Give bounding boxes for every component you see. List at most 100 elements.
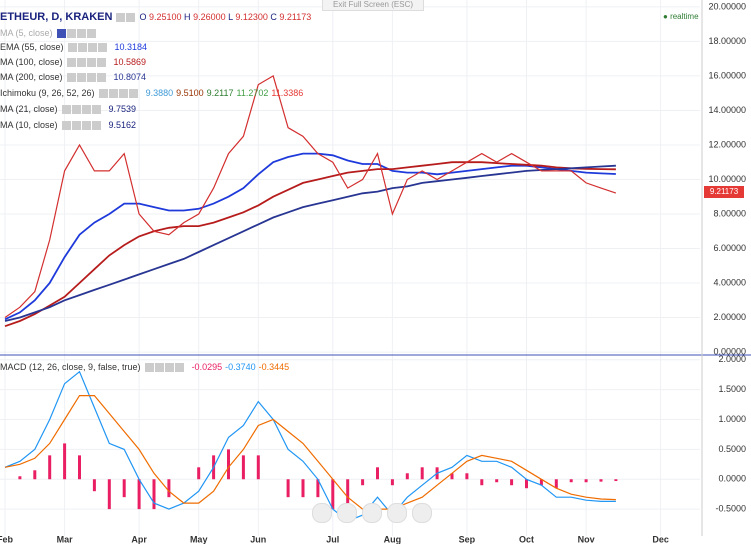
histogram-bar — [63, 443, 67, 480]
histogram-bar — [48, 455, 52, 480]
ohlc-key: C — [270, 12, 277, 22]
legend-row[interactable]: MA (21, close) 9.7539 — [0, 102, 136, 116]
buttons[interactable] — [61, 120, 101, 130]
symbol: ETHEUR, D, KRAKEN — [0, 11, 113, 23]
legend-value: -0.3740 — [225, 362, 256, 372]
ohlc-key: L — [228, 12, 233, 22]
nav-button[interactable] — [387, 503, 407, 523]
ohlc: O 9.25100 H 9.26000 L 9.12300 C 9.21173 — [139, 12, 311, 22]
histogram-bar — [450, 473, 454, 480]
y-tick-label: -0.5000 — [715, 503, 746, 513]
ma-line — [4, 152, 616, 321]
legend-row[interactable]: Ichimoku (9, 26, 52, 26) 9.3880 9.5100 9.21… — [0, 86, 306, 100]
buttons[interactable] — [66, 72, 106, 82]
header: ETHEUR, D, KRAKEN O 9.25100 H 9.26000 L … — [0, 10, 311, 24]
y-tick-label: 1.0000 — [718, 414, 746, 424]
y-tick-label: 2.00000 — [713, 312, 746, 322]
buttons[interactable] — [61, 104, 101, 114]
histogram-bar — [167, 479, 171, 498]
histogram-bar — [107, 479, 111, 510]
x-tick-label: May — [190, 534, 208, 544]
y-tick-label: 0.5000 — [718, 444, 746, 454]
macd-line — [4, 395, 616, 510]
realtime-label: realtime — [670, 12, 699, 21]
nav-buttons — [312, 503, 432, 523]
nav-button[interactable] — [337, 503, 357, 523]
legend-row[interactable]: MA (10, close) 9.5162 — [0, 118, 136, 132]
legend-value: 10.3184 — [114, 42, 148, 52]
histogram-bar — [510, 479, 514, 486]
y-tick-label: 10.00000 — [708, 174, 746, 184]
y-tick-label: 4.00000 — [713, 277, 746, 287]
buttons[interactable] — [67, 42, 107, 52]
legend-value: 9.2117 — [206, 88, 234, 98]
buttons[interactable] — [98, 88, 138, 98]
histogram-bar — [584, 479, 588, 483]
legend-name: MA (200, close) — [0, 72, 63, 82]
histogram-bar — [316, 479, 320, 498]
legend-row[interactable]: MACD (12, 26, close, 9, false, true) -0.0… — [0, 360, 292, 374]
legend-value: 9.3880 — [145, 88, 174, 98]
legend-name: MA (5, close) — [0, 28, 53, 38]
histogram-bar — [465, 473, 469, 480]
histogram-bar — [361, 479, 365, 486]
histogram-bar — [480, 479, 484, 486]
histogram-bar — [405, 473, 409, 480]
histogram-bar — [92, 479, 96, 492]
histogram-bar — [152, 479, 156, 510]
last-price: 9.21173 — [704, 186, 744, 198]
histogram-bar — [256, 455, 260, 480]
price-line — [4, 74, 617, 318]
ohlc-value: 9.25100 — [148, 12, 182, 22]
legend-value: -0.0295 — [191, 362, 223, 372]
legend-name: Ichimoku (9, 26, 52, 26) — [0, 88, 95, 98]
legend-row[interactable]: MA (200, close) 10.8074 — [0, 70, 146, 84]
x-tick-label: Jul — [326, 534, 339, 544]
y-tick-label: 12.00000 — [708, 139, 746, 149]
legend-values: 9.3880 9.5100 9.2117 11.2702 11.3386 — [146, 88, 307, 98]
buttons[interactable] — [66, 57, 106, 67]
buttons[interactable] — [144, 362, 184, 372]
legend-row[interactable]: MA (100, close) 10.5869 — [0, 55, 146, 69]
y-tick-label: 14.00000 — [708, 105, 746, 115]
legend-value: 10.5869 — [113, 57, 147, 67]
x-tick-label: Apr — [131, 534, 147, 544]
histogram-bar — [376, 467, 379, 480]
nav-button[interactable] — [312, 503, 332, 523]
legend-name: MA (21, close) — [0, 104, 58, 114]
nav-button[interactable] — [412, 503, 432, 523]
y-tick-label: 2.0000 — [718, 354, 746, 364]
buttons[interactable] — [56, 28, 96, 38]
legend-name: MA (100, close) — [0, 57, 63, 67]
realtime: ● realtime — [663, 12, 699, 21]
x-tick-label: Feb — [0, 534, 13, 544]
nav-button[interactable] — [362, 503, 382, 523]
macd-line — [4, 370, 616, 522]
ohlc-value: 9.21173 — [279, 12, 312, 22]
legend-row[interactable]: MA (5, close) — [0, 26, 96, 40]
legend-name: MA (10, close) — [0, 120, 58, 130]
y-tick-label: 16.00000 — [708, 70, 746, 80]
histogram-bar — [33, 470, 37, 480]
exit-fullscreen[interactable]: Exit Full Screen (ESC) — [322, 0, 424, 11]
histogram-bar — [554, 479, 558, 489]
y-tick-label: 6.00000 — [713, 243, 746, 253]
histogram-bar — [599, 479, 603, 482]
ma-line — [4, 161, 616, 328]
legend-row[interactable]: EMA (55, close) 10.3184 — [0, 40, 147, 54]
histogram-bar — [122, 479, 126, 498]
histogram-bar — [137, 479, 141, 510]
x-tick-label: Mar — [57, 534, 74, 544]
legend-value: 9.5100 — [176, 88, 204, 98]
histogram-bar — [420, 467, 424, 480]
buttons[interactable] — [116, 12, 136, 22]
ohlc-key: H — [184, 12, 191, 22]
y-tick-label: 20.00000 — [708, 1, 746, 11]
histogram-bar — [331, 479, 335, 510]
legend-value: -0.3445 — [258, 362, 290, 372]
y-tick-label: 1.5000 — [718, 384, 746, 394]
histogram-bar — [241, 455, 245, 480]
histogram-bar — [346, 479, 350, 504]
legend-value: 10.8074 — [113, 72, 147, 82]
